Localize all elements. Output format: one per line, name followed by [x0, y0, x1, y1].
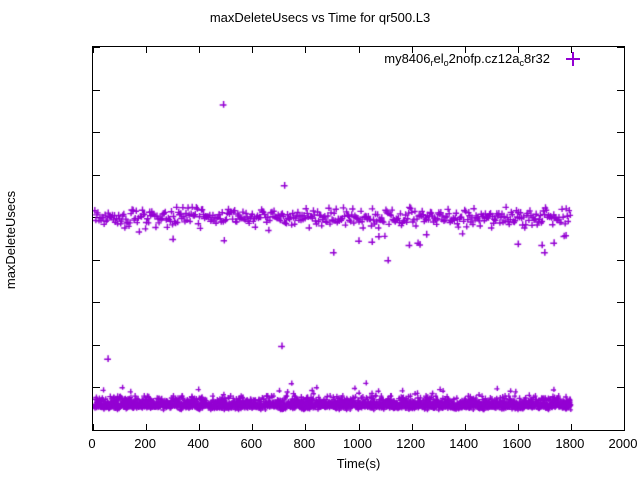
x-tick-label: 200 — [134, 436, 156, 451]
y-axis-title: maxDeleteUsecs — [3, 190, 18, 290]
y-tick-mark-right — [617, 430, 624, 431]
x-tick-label: 2000 — [608, 436, 638, 451]
legend-series-label: my8406relo2nofp.cz12ac8r32 — [384, 51, 550, 68]
x-axis-title: Time(s) — [336, 456, 381, 471]
legend: my8406relo2nofp.cz12ac8r32 — [336, 50, 586, 70]
y-tick-mark — [93, 430, 100, 431]
x-tick-label: 800 — [293, 436, 316, 451]
x-tick-label: 0 — [88, 436, 96, 451]
x-tick-label: 1000 — [343, 436, 372, 451]
x-tick-label: 1400 — [449, 436, 479, 451]
x-tick-label: 1800 — [555, 436, 585, 451]
x-tick-label: 600 — [240, 436, 263, 451]
x-tick-label: 1200 — [396, 436, 426, 451]
x-tick-label: 400 — [187, 436, 210, 451]
x-tick-label: 1600 — [502, 436, 532, 451]
x-tick-mark-top — [624, 47, 625, 53]
chart-title: maxDeleteUsecs vs Time for qr500.L3 — [209, 10, 431, 25]
legend-plus-icon — [566, 52, 580, 66]
x-tick-mark — [624, 424, 625, 430]
scatter-data-layer — [93, 47, 624, 430]
